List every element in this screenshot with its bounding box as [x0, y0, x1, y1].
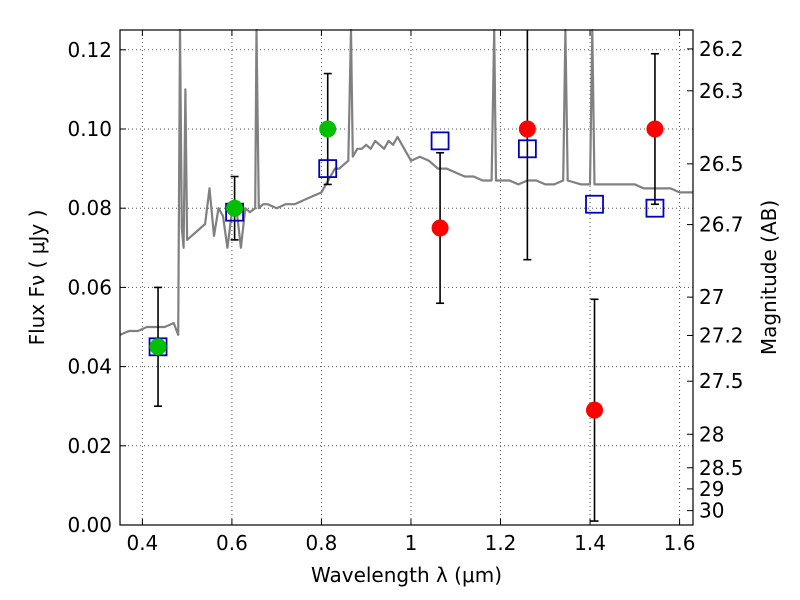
photometry-point: [586, 401, 604, 419]
y-tick-label: 0.08: [67, 196, 112, 220]
right-tick-label: 27: [699, 285, 724, 309]
error-bars: [154, 30, 659, 522]
photometry-point: [646, 120, 664, 138]
model-spectrum: [119, 28, 693, 336]
model-square-marker: [645, 198, 665, 218]
x-tick-label: 0.4: [126, 531, 158, 555]
right-tick-label: 28.5: [699, 456, 744, 480]
y-tick-label: 0.00: [67, 513, 112, 537]
x-tick-label: 1.4: [574, 531, 606, 555]
right-tick-label: 26.2: [699, 37, 744, 61]
grid-lines: [120, 30, 693, 525]
x-tick-label: 0.6: [216, 531, 248, 555]
right-tick-label: 26.7: [699, 213, 744, 237]
x-tick-label: 1.2: [485, 531, 517, 555]
right-tick-label: 27.2: [699, 323, 744, 347]
right-tick-label: 27.5: [699, 369, 744, 393]
photometry-point: [149, 338, 167, 356]
y-tick-label: 0.06: [67, 275, 112, 299]
spectrum-line: [119, 28, 693, 336]
y-tick-label: 0.12: [67, 38, 112, 62]
right-tick-label: 30: [699, 499, 724, 523]
model-square-marker: [430, 131, 450, 151]
y-axis-label: Flux Fν ( μJy ): [25, 210, 49, 346]
y-tick-label: 0.10: [67, 117, 112, 141]
right-tick-label: 26.5: [699, 152, 744, 176]
photometry-point: [319, 120, 337, 138]
model-square-marker: [517, 139, 537, 159]
model-square-marker: [318, 159, 338, 179]
right-axis-label: Magnitude (AB): [757, 200, 781, 355]
model-square-marker: [585, 194, 604, 214]
photometry-point: [226, 199, 244, 217]
x-tick-label: 1.6: [664, 531, 696, 555]
right-tick-label: 28: [699, 422, 724, 446]
x-tick-label: 0.8: [306, 531, 338, 555]
axis-ticks: 0.4 0.6 0.8 1 1.2 1.4 1.6 0.00 0.02 0.04 0.06 0.08 0…: [67, 30, 744, 555]
y-tick-label: 0.04: [67, 355, 112, 379]
x-axis-label: Wavelength λ (μm): [311, 563, 502, 587]
photometry-point: [431, 219, 449, 237]
y-tick-label: 0.02: [67, 434, 112, 458]
photometry-point: [518, 120, 536, 138]
x-tick-label: 1: [405, 531, 418, 555]
data-markers: [148, 120, 665, 419]
right-tick-label: 29: [699, 477, 724, 501]
right-tick-label: 26.3: [699, 79, 744, 103]
plot-frame: [119, 29, 694, 526]
